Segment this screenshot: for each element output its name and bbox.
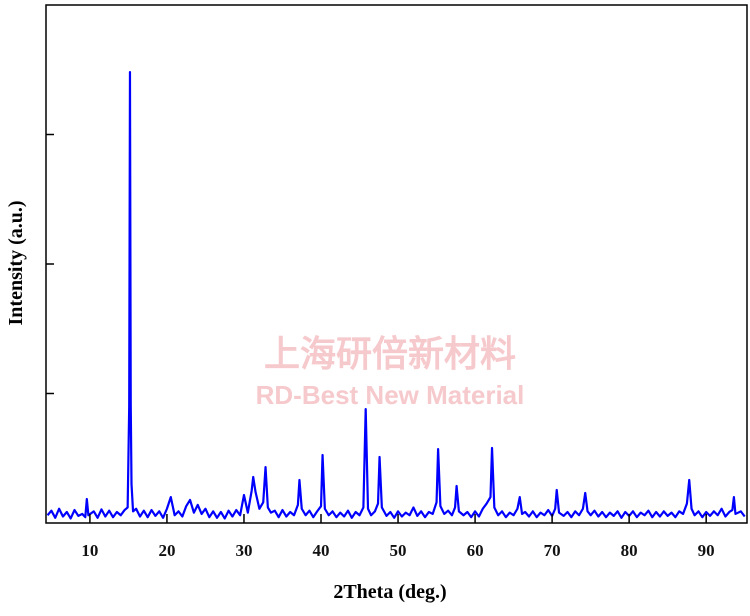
x-tick-label: 90 — [698, 541, 715, 560]
data-line — [46, 70, 746, 520]
watermark-cn: 上海研倍新材料 — [264, 334, 516, 375]
watermark-en: RD-Best New Material — [256, 380, 525, 410]
x-tick-label: 30 — [235, 541, 252, 560]
x-tick-label: 80 — [621, 541, 638, 560]
x-tick-label: 10 — [81, 541, 98, 560]
x-axis-label: 2Theta (deg.) — [333, 581, 446, 603]
x-tick-label: 40 — [313, 541, 330, 560]
x-tick-label: 20 — [158, 541, 175, 560]
plot-frame — [45, 4, 748, 524]
x-tick-label: 70 — [544, 541, 561, 560]
x-tick-label: 60 — [467, 541, 484, 560]
y-axis-label: Intensity (a.u.) — [5, 200, 27, 325]
x-tick-label: 50 — [390, 541, 407, 560]
